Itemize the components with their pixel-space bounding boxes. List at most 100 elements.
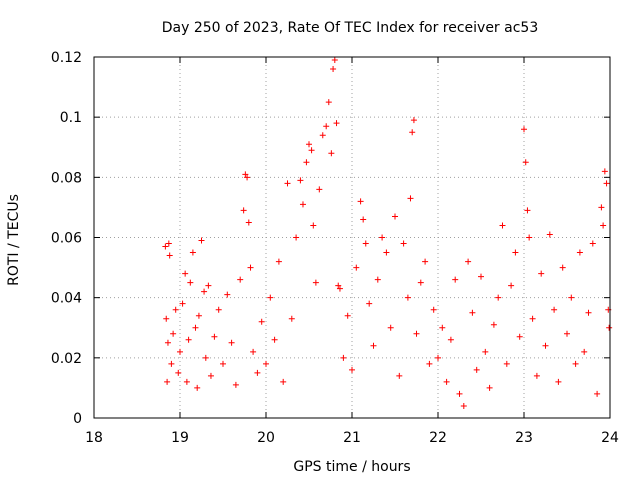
data-point [555, 378, 562, 385]
data-point [293, 234, 300, 241]
data-point [215, 306, 222, 313]
data-point [407, 195, 414, 202]
data-point [349, 366, 355, 373]
data-point [189, 249, 196, 256]
data-point [164, 339, 171, 346]
data-point [163, 315, 170, 322]
data-point [237, 276, 244, 283]
y-axis-title: ROTI / TECUs [6, 194, 22, 286]
data-point [308, 147, 315, 154]
data-point [606, 324, 613, 331]
data-point [175, 369, 182, 376]
data-point [559, 264, 566, 271]
data-point [344, 312, 351, 319]
data-point [336, 285, 343, 292]
data-point [362, 240, 369, 247]
data-point [551, 306, 558, 313]
x-tick-label: 18 [85, 430, 103, 446]
data-point [542, 342, 549, 349]
data-point [508, 282, 515, 289]
data-point [538, 270, 545, 277]
data-point [306, 141, 312, 148]
data-point [198, 237, 205, 244]
data-point [330, 66, 337, 73]
data-points [162, 57, 613, 409]
y-tick-label: 0.02 [51, 351, 82, 367]
data-point [353, 264, 360, 271]
data-point [456, 390, 463, 397]
data-point [224, 291, 231, 298]
x-tick-label: 24 [601, 430, 619, 446]
y-tick-label: 0.08 [51, 170, 82, 186]
data-point [435, 354, 441, 361]
data-point [267, 294, 274, 301]
data-point [589, 240, 596, 247]
plot-frame [93, 56, 611, 419]
x-axis-title: GPS time / hours [293, 459, 410, 475]
data-point [195, 312, 202, 319]
data-point [325, 99, 332, 106]
data-point [533, 372, 540, 379]
data-point [168, 360, 175, 367]
data-point [187, 279, 194, 286]
data-point [572, 360, 579, 367]
data-point [192, 324, 199, 331]
data-point [576, 249, 583, 256]
data-point [162, 243, 169, 250]
y-tick-label: 0.04 [51, 291, 82, 307]
data-point [328, 150, 335, 157]
data-point [392, 213, 398, 220]
data-point [170, 330, 177, 337]
data-point [240, 207, 247, 214]
data-point [499, 222, 506, 229]
data-point [465, 258, 472, 265]
data-point [503, 360, 510, 367]
data-point [585, 309, 592, 316]
data-point [165, 240, 172, 247]
data-point [242, 171, 249, 178]
data-point [443, 378, 450, 385]
data-point [207, 372, 214, 379]
data-point [404, 294, 411, 301]
data-point [303, 159, 310, 166]
data-point [469, 309, 476, 316]
data-point [522, 159, 529, 166]
data-point [490, 321, 497, 328]
data-point [247, 264, 254, 271]
x-tick-label: 20 [257, 430, 275, 446]
data-point [220, 360, 226, 367]
data-point [166, 252, 173, 259]
data-point [202, 354, 209, 361]
data-point [263, 360, 269, 367]
y-tick-label: 0.12 [51, 50, 82, 66]
data-point [564, 330, 570, 337]
data-point [473, 366, 480, 373]
x-tick-label: 22 [429, 430, 447, 446]
data-point [529, 315, 536, 322]
data-point [205, 282, 212, 289]
data-point [478, 273, 484, 280]
data-point [280, 378, 287, 385]
data-point [244, 174, 251, 181]
data-point [600, 222, 607, 229]
data-point [310, 222, 317, 229]
data-point [271, 336, 278, 343]
data-point [182, 270, 189, 277]
data-point [316, 186, 323, 193]
data-point [297, 177, 304, 184]
data-point [288, 315, 295, 322]
data-point [201, 288, 208, 295]
data-point [360, 216, 367, 223]
data-point [340, 354, 347, 361]
data-point [452, 276, 459, 283]
data-point [319, 132, 326, 139]
data-point [250, 348, 257, 355]
y-tick-label: 0.06 [51, 231, 82, 247]
data-point [284, 180, 291, 187]
data-point [333, 120, 340, 127]
data-point [245, 219, 252, 226]
y-tick-label: 0.1 [60, 110, 82, 126]
data-point [430, 306, 437, 313]
data-point [177, 348, 183, 355]
data-point [275, 258, 282, 265]
